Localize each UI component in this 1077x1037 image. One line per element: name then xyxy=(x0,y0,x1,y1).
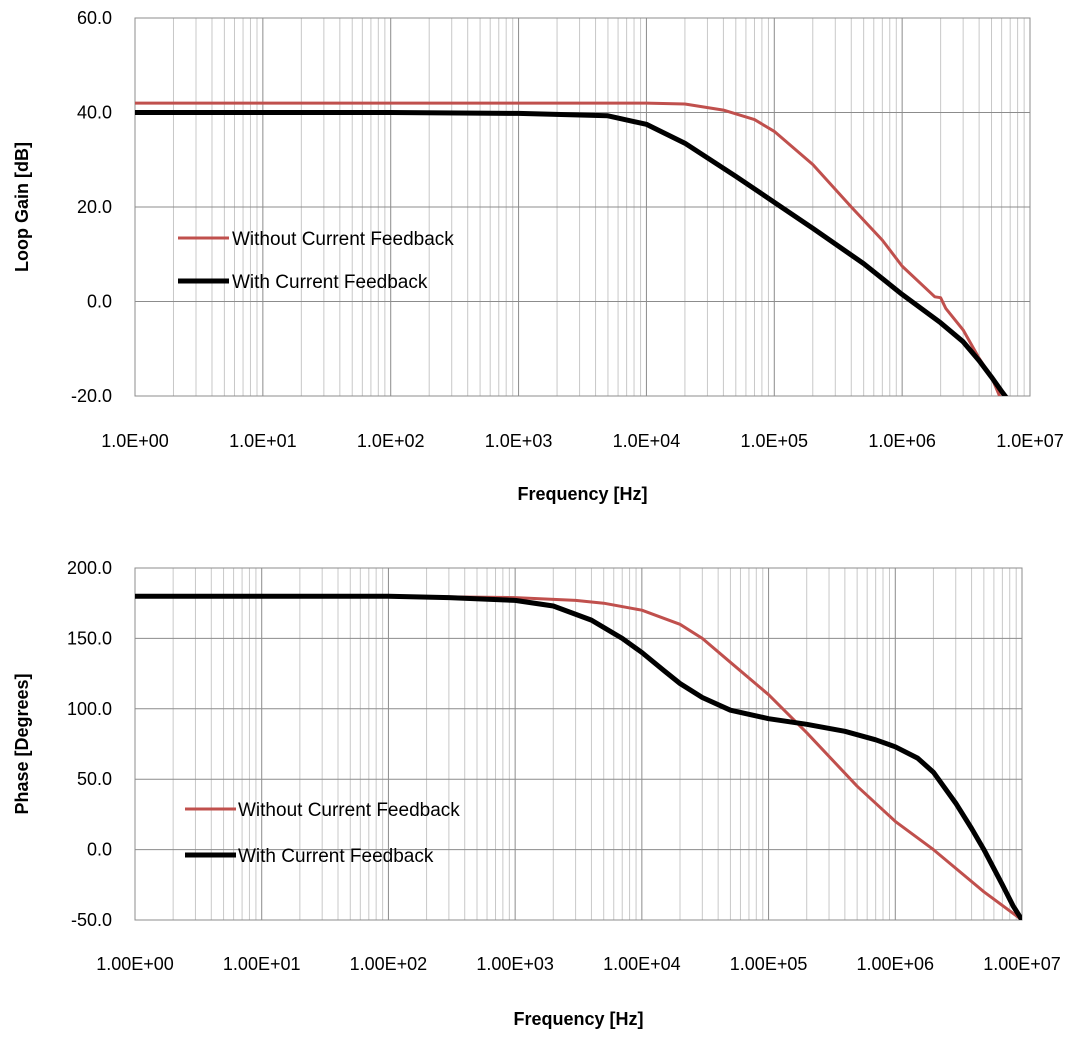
x-axis-title: Frequency [Hz] xyxy=(513,1009,643,1029)
x-tick-label: 1.00E+05 xyxy=(730,954,808,974)
series-group xyxy=(135,101,1009,396)
x-tick-label: 1.00E+00 xyxy=(96,954,174,974)
chart-1: -20.0 0.0 20.0 40.0 60.0 1.0E+00 1.0E+01 1.0E+0… xyxy=(12,8,1064,504)
x-tick-label: 1.00E+07 xyxy=(983,954,1061,974)
y-tick-label: 0.0 xyxy=(87,292,112,312)
x-tick-label: 1.0E+01 xyxy=(229,431,297,451)
x-tick-label: 1.0E+07 xyxy=(996,431,1064,451)
x-tick-label: 1.00E+02 xyxy=(350,954,428,974)
legend: Without Current Feedback With Current Fee… xyxy=(185,800,460,867)
series-line-without-current-feedback xyxy=(135,101,1002,396)
x-tick-label: 1.0E+03 xyxy=(485,431,553,451)
y-tick-label: 50.0 xyxy=(77,769,112,789)
y-tick-label: 40.0 xyxy=(77,103,112,123)
y-tick-label: -50.0 xyxy=(71,910,112,930)
y-axis-title: Loop Gain [dB] xyxy=(12,142,32,272)
y-tick-label: 0.0 xyxy=(87,840,112,860)
x-tick-label: 1.00E+06 xyxy=(856,954,934,974)
legend-label: With Current Feedback xyxy=(238,846,434,867)
y-axis-title: Phase [Degrees] xyxy=(12,673,32,814)
series-line-without-current-feedback xyxy=(135,594,1022,920)
x-tick-label: 1.0E+00 xyxy=(101,431,169,451)
y-tick-label: 150.0 xyxy=(67,628,112,648)
y-tick-label: 200.0 xyxy=(67,558,112,578)
x-tick-label: 1.0E+02 xyxy=(357,431,425,451)
x-tick-label: 1.0E+05 xyxy=(741,431,809,451)
legend-label: Without Current Feedback xyxy=(232,229,454,250)
x-tick-label: 1.00E+04 xyxy=(603,954,681,974)
legend-label: Without Current Feedback xyxy=(238,800,460,821)
x-axis-title: Frequency [Hz] xyxy=(517,484,647,504)
plot-area xyxy=(134,567,1023,921)
series-line-with-current-feedback xyxy=(135,593,1022,920)
x-tick-label: 1.0E+04 xyxy=(613,431,681,451)
chart-2: -50.0 0.0 50.0 100.0 150.0 200.0 1.00E+00 1.00E… xyxy=(12,558,1061,1029)
y-tick-label: 60.0 xyxy=(77,8,112,28)
series-group xyxy=(135,593,1022,920)
x-tick-label: 1.0E+06 xyxy=(868,431,936,451)
legend: Without Current Feedback With Current Fee… xyxy=(178,229,454,293)
x-tick-label: 1.00E+03 xyxy=(476,954,554,974)
y-tick-label: -20.0 xyxy=(71,386,112,406)
x-tick-label: 1.00E+01 xyxy=(223,954,301,974)
series-line-with-current-feedback xyxy=(135,110,1009,396)
gridlines xyxy=(134,17,1031,397)
legend-label: With Current Feedback xyxy=(232,272,428,293)
plot-area xyxy=(134,17,1031,397)
y-tick-label: 100.0 xyxy=(67,699,112,719)
y-tick-label: 20.0 xyxy=(77,197,112,217)
